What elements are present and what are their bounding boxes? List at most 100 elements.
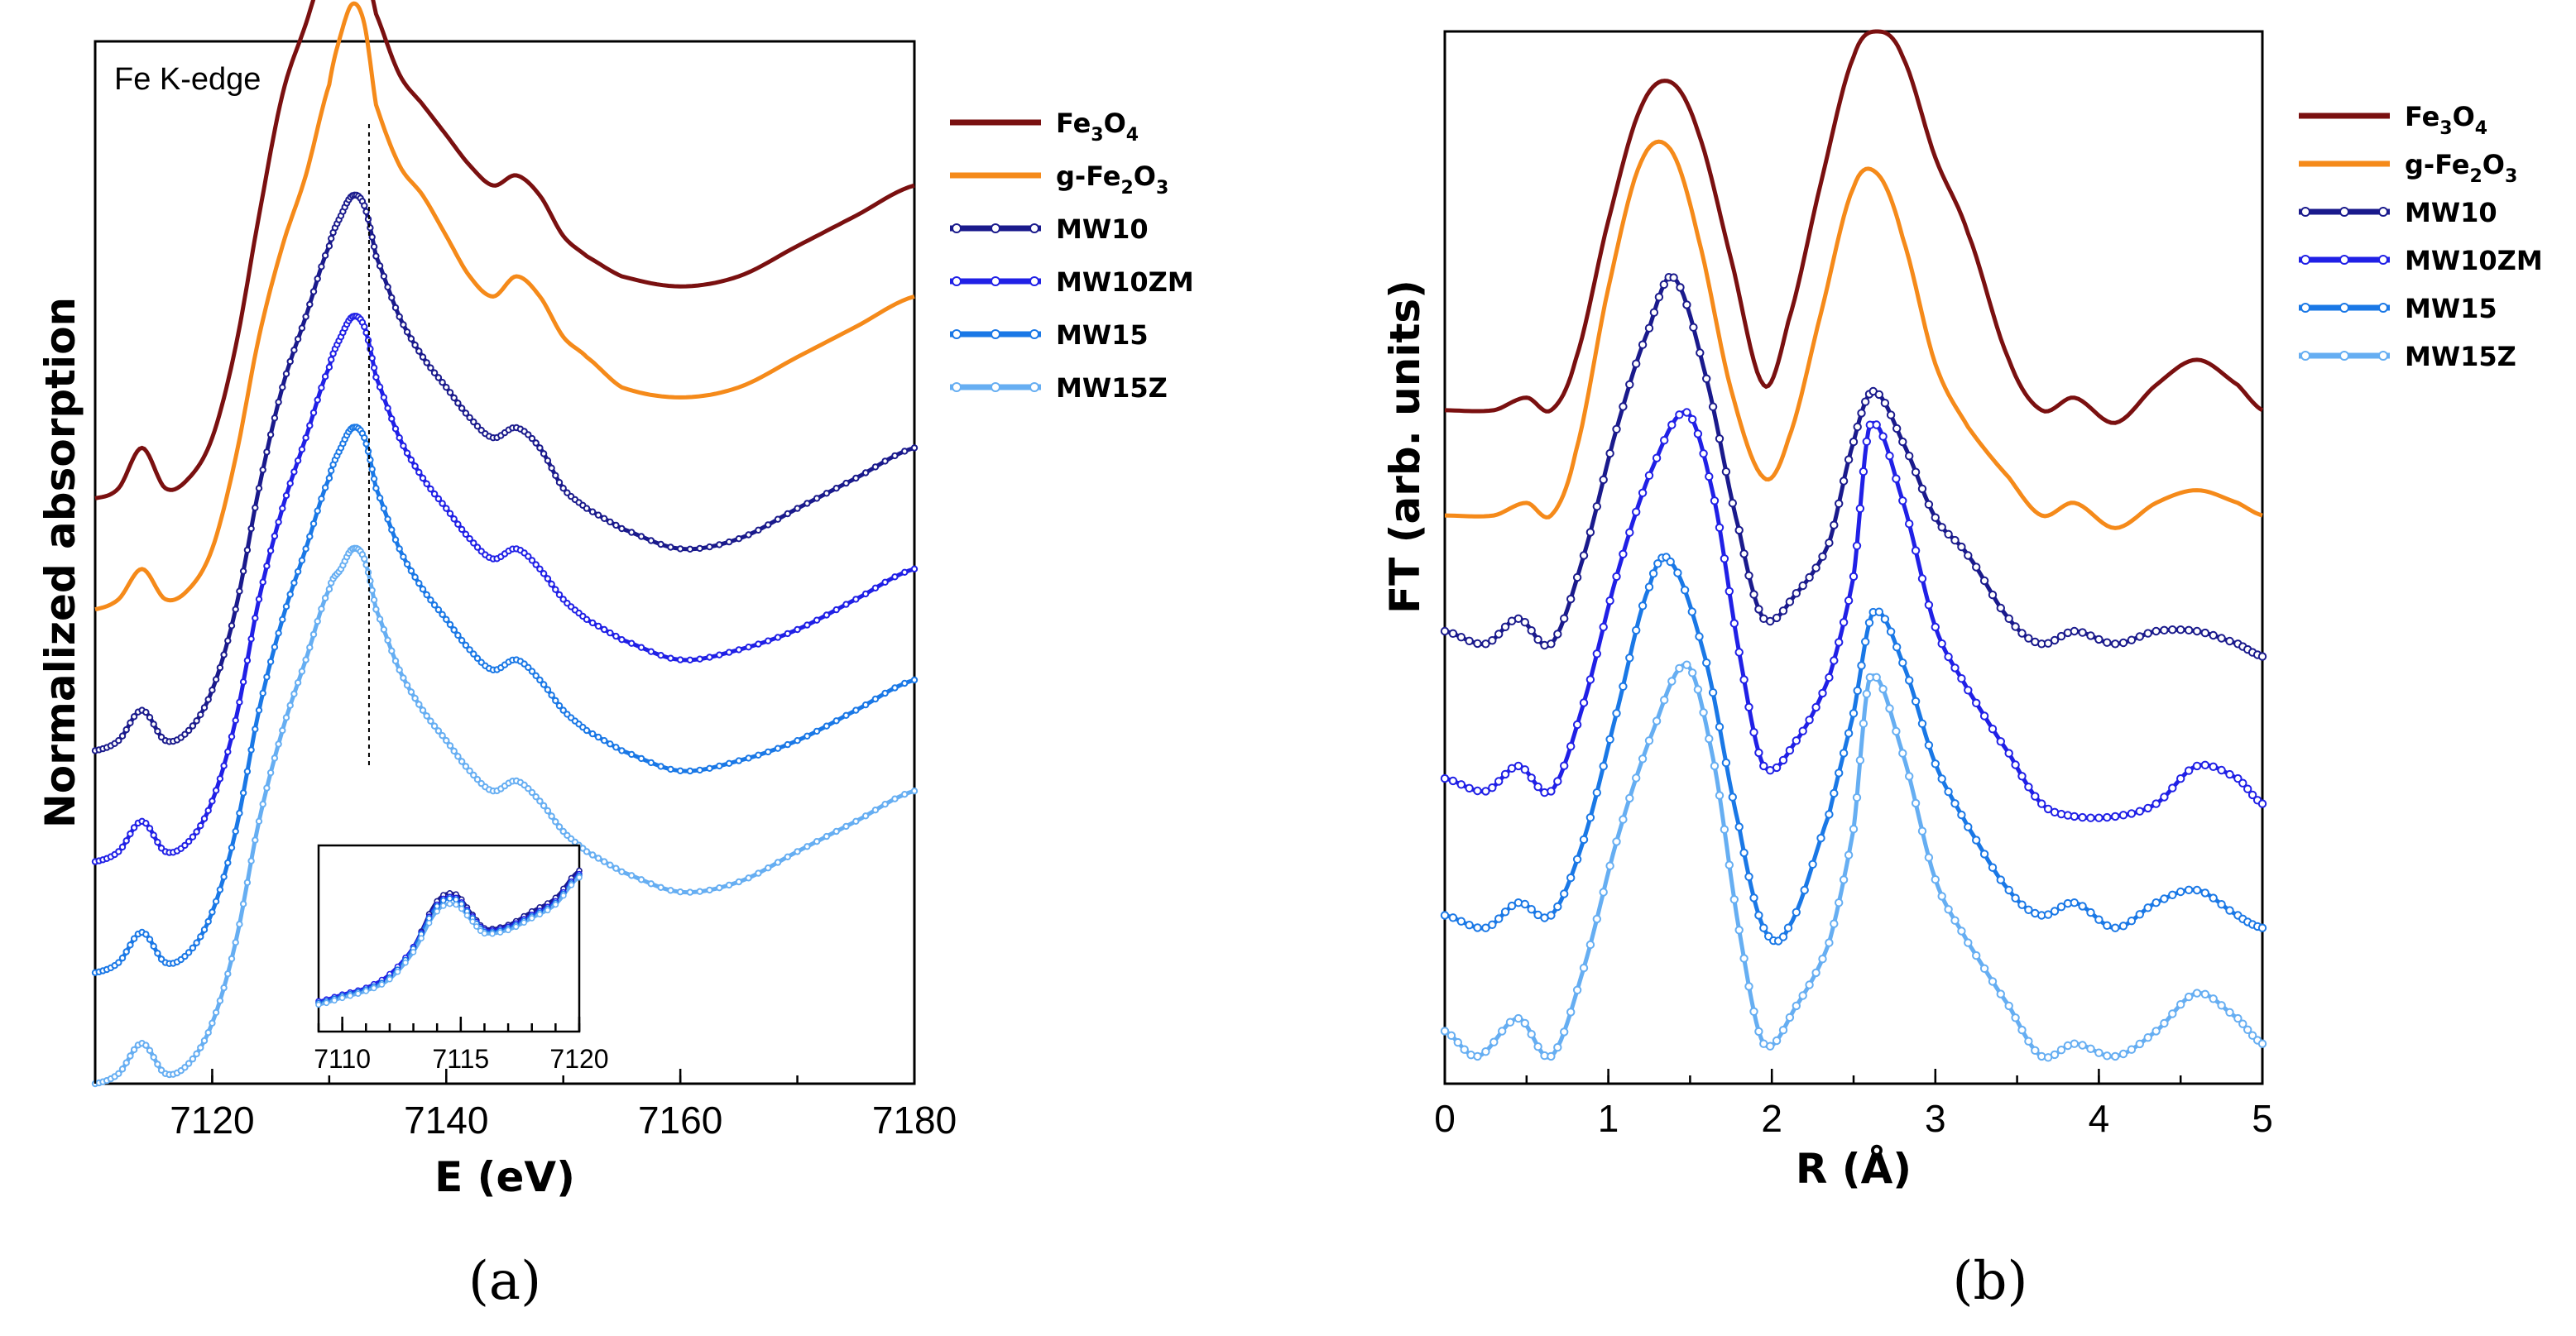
panel-b-x-label: R (Å) [1796, 1144, 1912, 1193]
x-tick-label: 7120 [170, 1099, 254, 1142]
panel-b-label: (b) [1953, 1251, 2028, 1312]
data-point [1785, 745, 1795, 755]
data-point [1520, 765, 1530, 774]
legend-marker [1029, 382, 1039, 392]
data-point [861, 469, 870, 476]
data-point [568, 882, 575, 888]
data-point [1682, 660, 1691, 669]
data-point [189, 944, 197, 952]
data-point [496, 929, 504, 936]
data-point [209, 797, 216, 805]
data-point [450, 747, 458, 755]
data-point [118, 732, 127, 740]
data-point [2225, 906, 2234, 915]
data-point [2176, 625, 2185, 634]
data-point [559, 485, 567, 492]
data-point [555, 479, 564, 486]
data-point [1729, 619, 1739, 628]
panel-b-plot-area [1440, 29, 2267, 1062]
data-point [2070, 626, 2080, 636]
data-point [2168, 890, 2177, 900]
data-point [528, 915, 535, 922]
data-point [1772, 763, 1782, 773]
series-markers-mw10 [91, 191, 919, 754]
legend-label: g-Fe2O3 [2405, 149, 2517, 187]
data-point [1792, 1001, 1801, 1011]
data-point [1839, 476, 1849, 486]
data-point [1886, 627, 1896, 636]
data-point [1605, 735, 1614, 744]
data-point [536, 911, 544, 917]
data-point [2004, 614, 2013, 623]
data-point [115, 848, 122, 855]
data-point [400, 674, 407, 682]
data-point [1632, 359, 1641, 368]
data-point [1644, 471, 1654, 480]
data-point [290, 579, 298, 587]
data-point [458, 525, 466, 534]
data-point [1560, 614, 1569, 623]
data-point [306, 644, 314, 651]
data-point [628, 639, 636, 647]
data-point [232, 606, 239, 613]
data-point [1599, 888, 1608, 897]
panel-a-inset: 7110 7115 7120 [314, 844, 609, 1074]
data-point [1448, 776, 1458, 786]
data-point [2168, 1009, 2177, 1018]
data-point [536, 444, 544, 452]
data-point [1739, 549, 1749, 558]
data-point [552, 586, 559, 593]
data-point [2135, 1039, 2145, 1049]
data-point [1489, 1037, 1499, 1046]
data-point [400, 442, 407, 450]
series-line-fe3o4 [94, 0, 915, 500]
data-point [594, 855, 602, 862]
data-point [1996, 875, 2006, 884]
data-point [2017, 900, 2027, 909]
data-point [725, 759, 733, 767]
data-point [1680, 586, 1690, 595]
data-point [263, 448, 271, 456]
series-line-g-fe2o3 [94, 1, 915, 612]
data-point [430, 722, 439, 730]
data-point [391, 425, 400, 433]
data-point [325, 242, 333, 250]
data-point [1792, 907, 1801, 917]
data-point [118, 954, 127, 962]
data-point [735, 535, 743, 543]
data-point [189, 1055, 197, 1063]
data-point [637, 644, 645, 651]
data-point [1453, 1037, 1463, 1047]
data-point [618, 636, 626, 644]
data-point [302, 313, 309, 320]
data-point [1465, 921, 1474, 930]
data-point [612, 521, 620, 529]
data-point [544, 686, 552, 693]
data-point [189, 722, 197, 730]
data-point [118, 1065, 127, 1073]
data-point [314, 617, 321, 625]
series-markers-mw15 [91, 424, 919, 977]
data-point [2200, 628, 2210, 638]
data-point [716, 884, 723, 892]
data-point [368, 354, 376, 362]
data-point [361, 323, 368, 331]
data-point [434, 606, 443, 614]
legend-label: MW10 [2405, 197, 2497, 228]
data-point [396, 666, 403, 673]
data-point [2086, 813, 2095, 822]
data-point [1547, 787, 1556, 796]
data-point [1547, 639, 1556, 649]
data-point [193, 717, 200, 725]
panel-b-y-label: FT (arb. units) [1381, 280, 1429, 614]
data-point [2111, 923, 2120, 932]
data-point [1957, 927, 1966, 936]
data-point [1734, 926, 1744, 935]
data-point [220, 873, 228, 881]
data-point [282, 603, 290, 611]
data-point [453, 901, 459, 908]
data-point [794, 505, 801, 512]
data-point [294, 567, 302, 576]
data-point [1649, 308, 1659, 317]
data-point [462, 641, 470, 649]
